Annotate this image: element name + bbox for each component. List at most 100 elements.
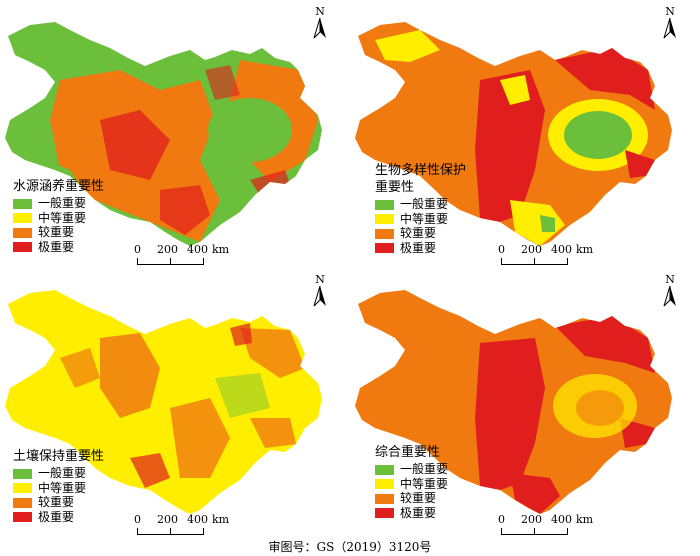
legend-swatch xyxy=(13,498,32,508)
legend: 综合重要性 一般重要 中等重要 较重要 极重要 xyxy=(375,444,448,521)
north-arrow-icon xyxy=(662,17,678,39)
legend-swatch xyxy=(13,483,32,493)
legend-label: 一般重要 xyxy=(400,198,448,211)
north-label: N xyxy=(662,6,678,17)
legend-swatch xyxy=(13,242,32,252)
panel-soil-conservation: N 土壤保持重要性 一般重要 中等重要 较重要 极重要 0 200 400 km xyxy=(0,268,350,538)
legend-swatch xyxy=(375,494,394,504)
scale-tick-label: 400 xyxy=(551,514,572,526)
scale-tick xyxy=(170,528,171,534)
scale-bar: 0 200 400 km xyxy=(498,514,608,536)
legend-item: 较重要 xyxy=(13,226,104,239)
legend-label: 中等重要 xyxy=(38,212,86,225)
legend-label: 极重要 xyxy=(38,241,74,254)
legend-swatch xyxy=(375,214,394,224)
scale-unit: km xyxy=(576,244,593,256)
scale-tick-label: 200 xyxy=(157,244,178,256)
panel-comprehensive: N 综合重要性 一般重要 中等重要 较重要 极重要 0 200 400 km xyxy=(350,268,700,538)
legend-item: 极重要 xyxy=(375,242,466,255)
scale-tick xyxy=(170,258,171,264)
legend-swatch xyxy=(13,512,32,522)
legend-items: 一般重要 中等重要 较重要 极重要 xyxy=(375,198,466,255)
legend-item: 一般重要 xyxy=(375,463,448,476)
scale-tick xyxy=(534,258,535,264)
legend-label: 较重要 xyxy=(38,496,74,509)
legend-items: 一般重要 中等重要 较重要 极重要 xyxy=(13,467,104,524)
scale-bar: 0 200 400 km xyxy=(134,244,244,266)
legend-swatch xyxy=(375,243,394,253)
north-arrow-icon xyxy=(312,17,328,39)
scale-unit: km xyxy=(212,244,229,256)
north-arrow: N xyxy=(662,6,678,43)
scale-tick-label: 400 xyxy=(187,514,208,526)
map-approval-number: 审图号：GS（2019）3120号 xyxy=(0,538,700,555)
legend-swatch xyxy=(375,479,394,489)
legend-label: 极重要 xyxy=(400,242,436,255)
legend-swatch xyxy=(375,465,394,475)
legend-label: 一般重要 xyxy=(38,467,86,480)
legend-label: 较重要 xyxy=(400,492,436,505)
legend-swatch xyxy=(13,213,32,223)
legend-swatch xyxy=(13,228,32,238)
north-label: N xyxy=(662,274,678,285)
legend-item: 一般重要 xyxy=(13,467,104,480)
legend-swatch xyxy=(13,469,32,479)
legend-item: 中等重要 xyxy=(375,213,466,226)
scale-tick-label: 0 xyxy=(498,244,505,256)
legend-swatch xyxy=(375,200,394,210)
legend-label: 一般重要 xyxy=(400,463,448,476)
legend-title-line2: 重要性 xyxy=(375,179,466,196)
legend-item: 极重要 xyxy=(375,507,448,520)
scale-tick-label: 0 xyxy=(498,514,505,526)
legend-title: 生物多样性保护 xyxy=(375,162,466,179)
legend-title: 土壤保持重要性 xyxy=(13,448,104,465)
scale-tick xyxy=(203,528,204,534)
legend-item: 一般重要 xyxy=(13,197,104,210)
legend-items: 一般重要 中等重要 较重要 极重要 xyxy=(13,197,104,254)
legend-label: 较重要 xyxy=(400,227,436,240)
scale-tick-label: 200 xyxy=(521,244,542,256)
scale-tick-label: 200 xyxy=(157,514,178,526)
legend: 土壤保持重要性 一般重要 中等重要 较重要 极重要 xyxy=(13,448,104,525)
scale-tick xyxy=(203,258,204,264)
legend-label: 中等重要 xyxy=(400,213,448,226)
scale-tick xyxy=(534,528,535,534)
north-arrow: N xyxy=(662,274,678,311)
legend-item: 中等重要 xyxy=(13,212,104,225)
legend-swatch xyxy=(375,508,394,518)
legend-label: 一般重要 xyxy=(38,197,86,210)
north-arrow: N xyxy=(312,274,328,311)
legend-item: 中等重要 xyxy=(375,478,448,491)
legend-item: 中等重要 xyxy=(13,482,104,495)
scale-unit: km xyxy=(212,514,229,526)
scale-tick-label: 400 xyxy=(187,244,208,256)
legend-title: 综合重要性 xyxy=(375,444,448,461)
legend-swatch xyxy=(375,229,394,239)
scale-tick xyxy=(567,258,568,264)
scale-tick-label: 0 xyxy=(134,244,141,256)
scale-bar: 0 200 400 km xyxy=(134,514,244,536)
scale-tick xyxy=(567,528,568,534)
legend-swatch xyxy=(13,199,32,209)
scale-unit: km xyxy=(576,514,593,526)
legend-title: 水源涵养重要性 xyxy=(13,178,104,195)
north-label: N xyxy=(312,274,328,285)
legend-label: 较重要 xyxy=(38,226,74,239)
scale-tick-label: 400 xyxy=(551,244,572,256)
scale-bar: 0 200 400 km xyxy=(498,244,608,266)
north-arrow-icon xyxy=(312,285,328,307)
legend-label: 极重要 xyxy=(400,507,436,520)
legend-item: 极重要 xyxy=(13,241,104,254)
legend-item: 极重要 xyxy=(13,511,104,524)
legend: 水源涵养重要性 一般重要 中等重要 较重要 极重要 xyxy=(13,178,104,255)
north-arrow: N xyxy=(312,6,328,43)
legend: 生物多样性保护 重要性 一般重要 中等重要 较重要 极重要 xyxy=(375,162,466,256)
legend-items: 一般重要 中等重要 较重要 极重要 xyxy=(375,463,448,520)
scale-tick-label: 200 xyxy=(521,514,542,526)
legend-label: 极重要 xyxy=(38,511,74,524)
panel-biodiversity: N 生物多样性保护 重要性 一般重要 中等重要 较重要 极重要 0 200 40… xyxy=(350,0,700,270)
legend-item: 较重要 xyxy=(13,496,104,509)
north-label: N xyxy=(312,6,328,17)
north-arrow-icon xyxy=(662,285,678,307)
panel-water-conservation: N 水源涵养重要性 一般重要 中等重要 较重要 极重要 0 200 400 km xyxy=(0,0,350,270)
